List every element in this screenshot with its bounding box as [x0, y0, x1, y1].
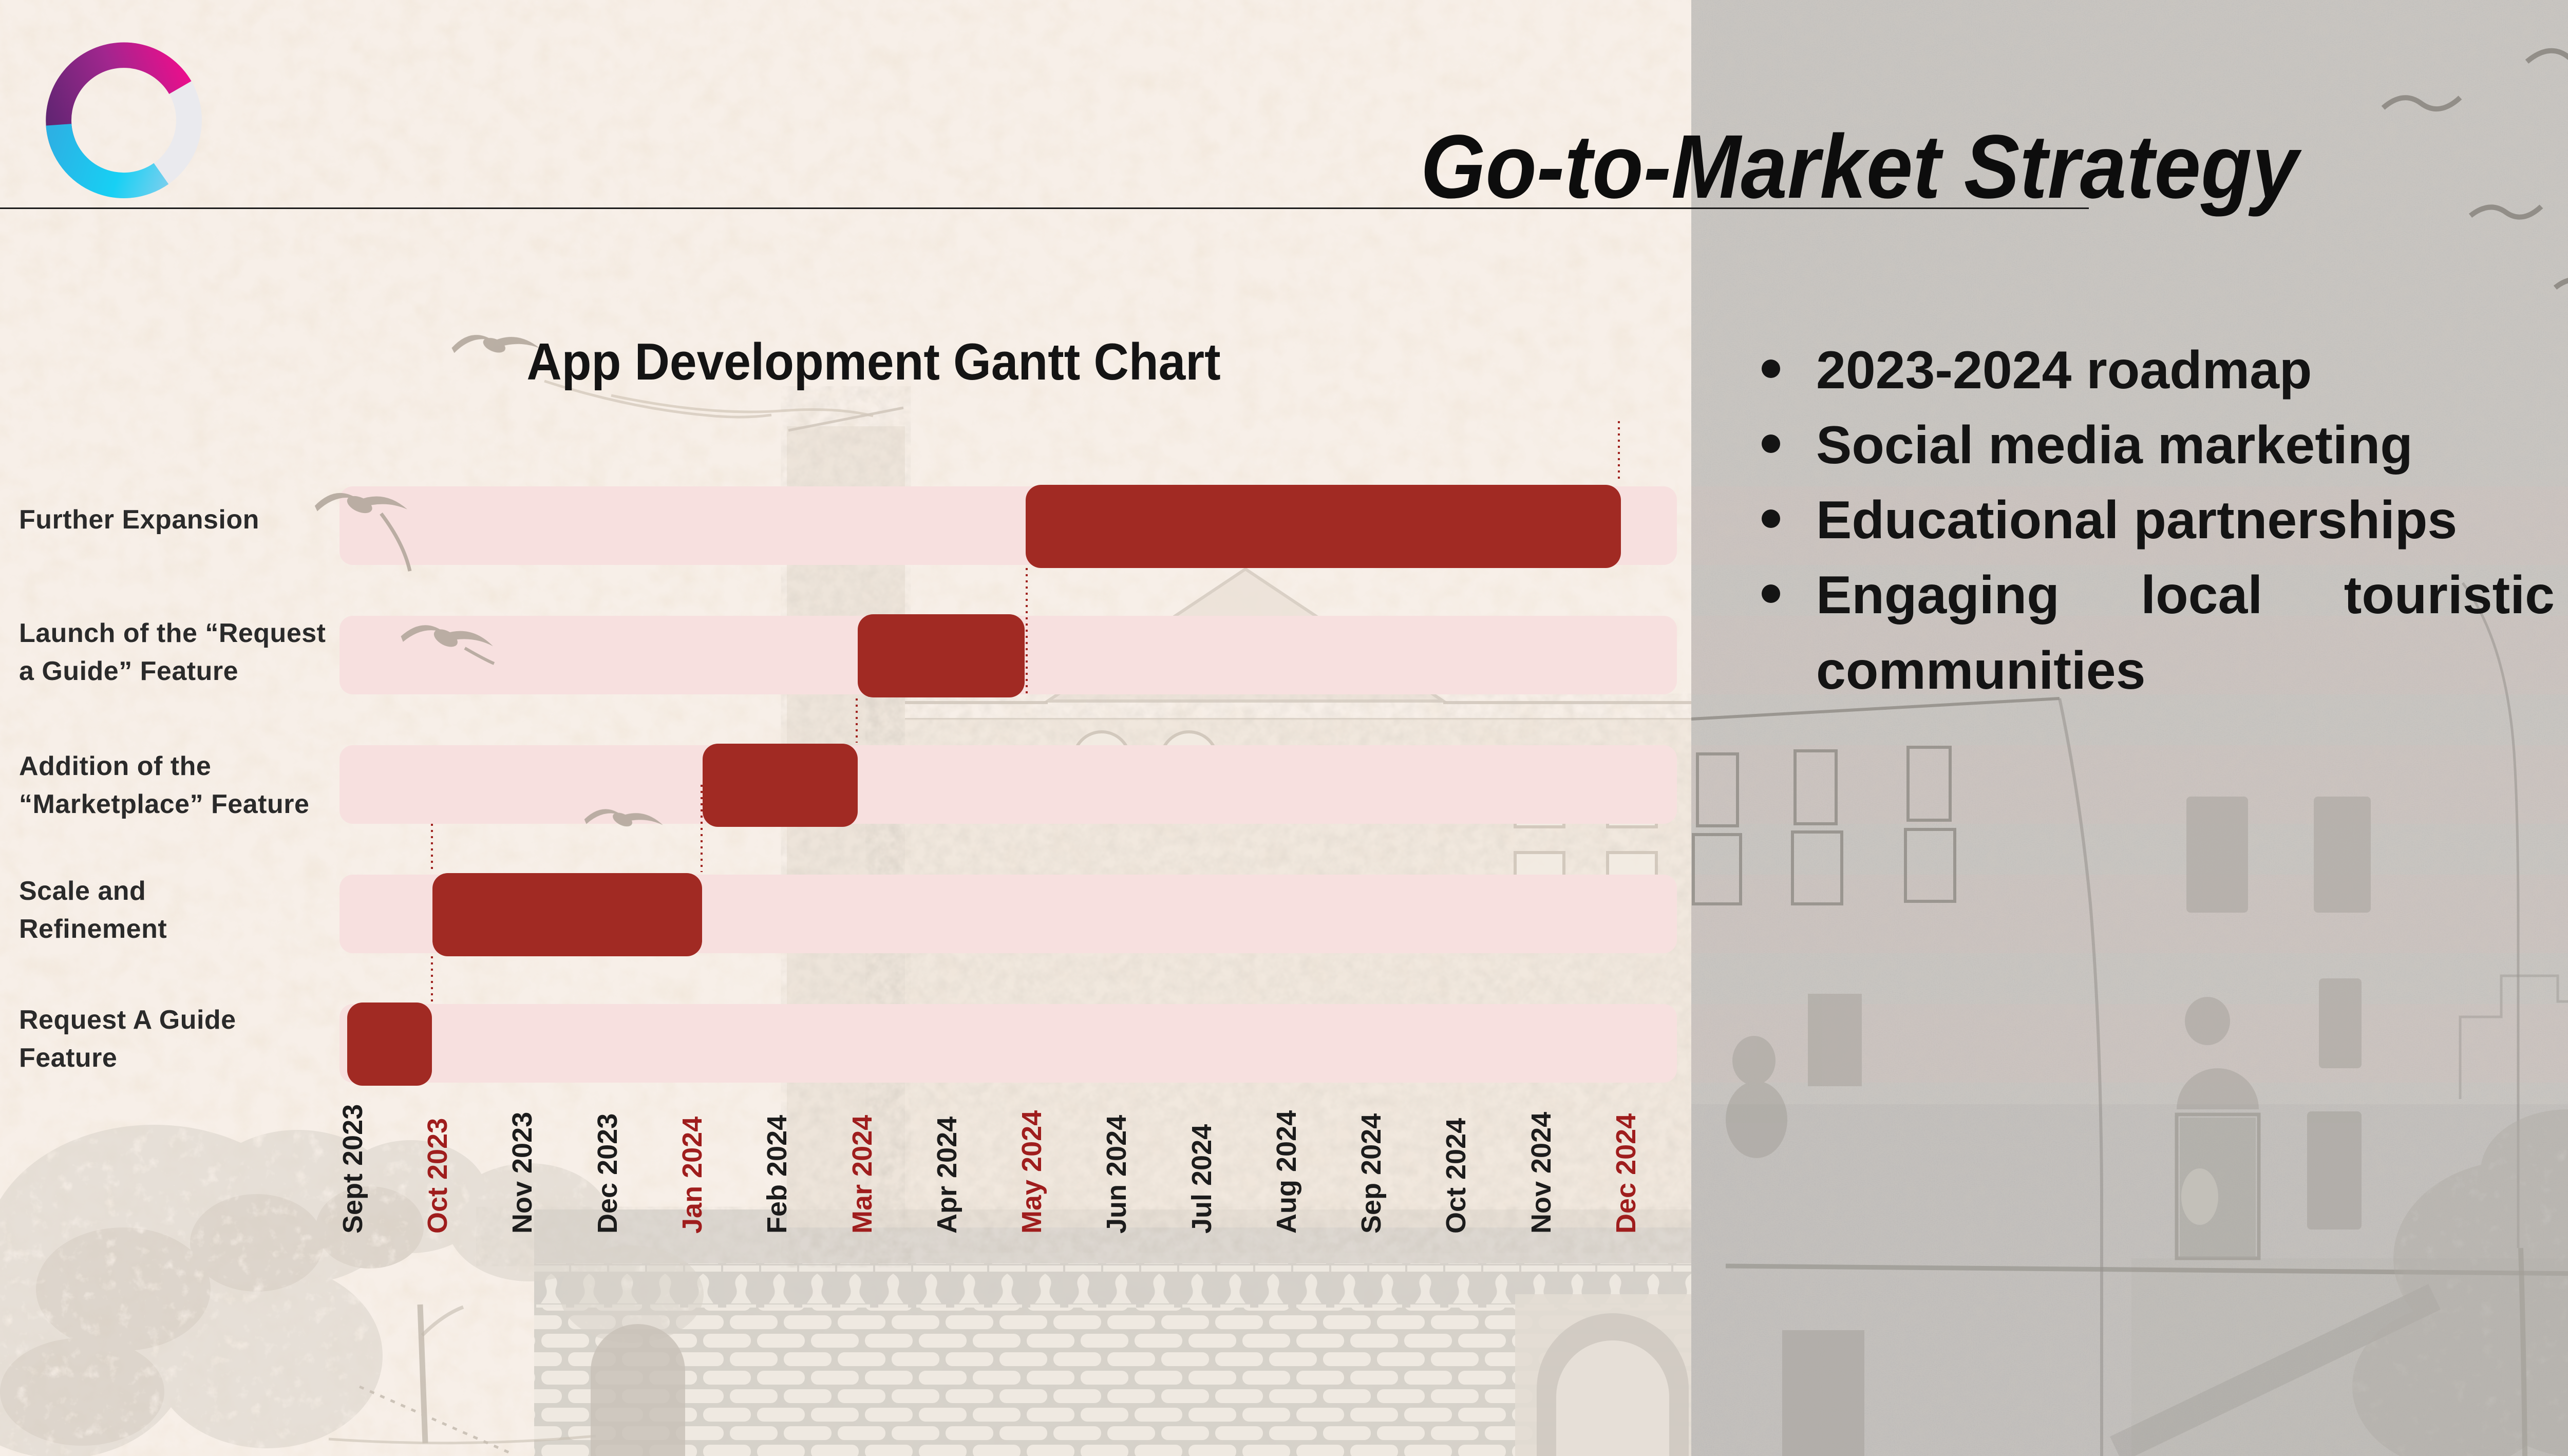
svg-text:Jan 2024: Jan 2024 [677, 1117, 708, 1234]
svg-text:Apr 2024: Apr 2024 [932, 1117, 962, 1234]
svg-text:Nov 2024: Nov 2024 [1526, 1112, 1557, 1234]
svg-text:Dec 2023: Dec 2023 [592, 1113, 623, 1234]
svg-text:Nov 2023: Nov 2023 [507, 1112, 538, 1234]
svg-text:Jul 2024: Jul 2024 [1186, 1124, 1217, 1234]
svg-text:Mar 2024: Mar 2024 [847, 1115, 878, 1234]
svg-text:Aug 2024: Aug 2024 [1271, 1110, 1302, 1234]
svg-text:Oct 2023: Oct 2023 [422, 1118, 453, 1234]
svg-text:May 2024: May 2024 [1016, 1110, 1047, 1234]
svg-text:Sept 2023: Sept 2023 [337, 1104, 368, 1234]
svg-text:Sep 2024: Sep 2024 [1356, 1113, 1387, 1234]
svg-text:Feb 2024: Feb 2024 [762, 1115, 792, 1234]
svg-text:Oct 2024: Oct 2024 [1441, 1118, 1471, 1234]
svg-text:Dec 2024: Dec 2024 [1611, 1113, 1641, 1234]
svg-text:Jun 2024: Jun 2024 [1101, 1115, 1132, 1234]
